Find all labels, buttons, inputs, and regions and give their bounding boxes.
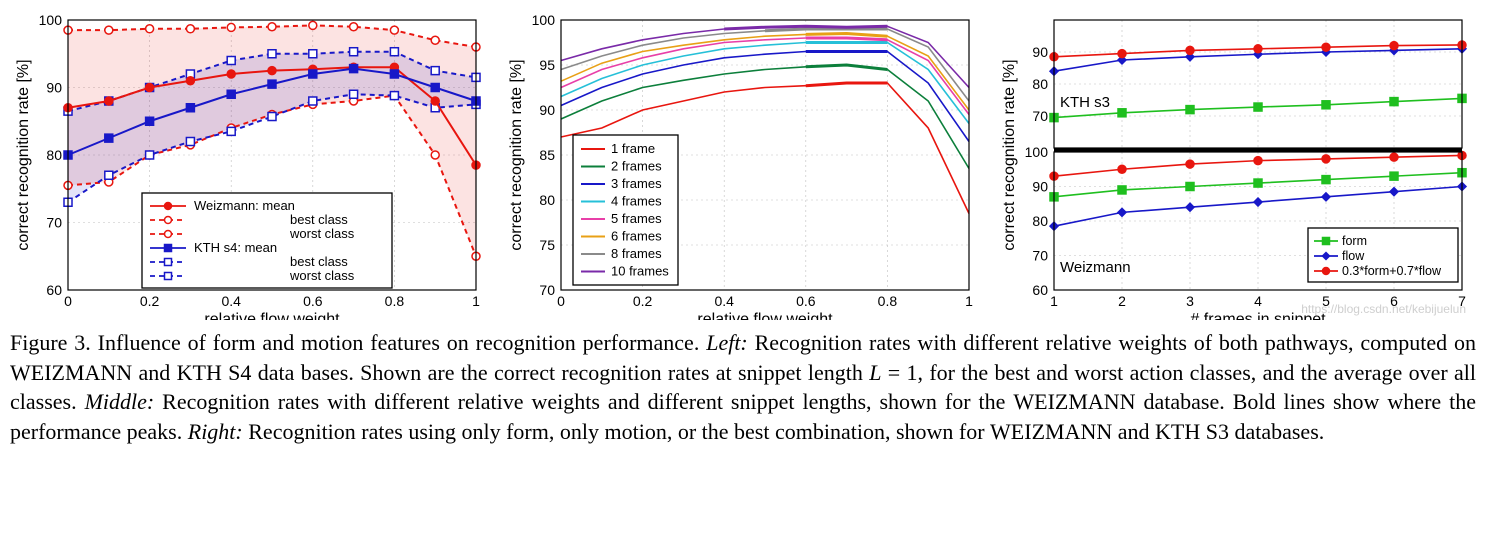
svg-text:correct recognition rate [%]: correct recognition rate [%] <box>15 59 32 250</box>
svg-text:80: 80 <box>1032 213 1048 229</box>
svg-text:relative flow weight: relative flow weight <box>697 311 833 320</box>
svg-text:0.3*form+0.7*flow: 0.3*form+0.7*flow <box>1342 264 1442 278</box>
svg-text:correct recognition rate [%]: correct recognition rate [%] <box>1001 59 1018 250</box>
chart-middle: 0 0.2 0.4 0.6 0.8 1 70 75 80 85 90 95 100 relative fl… <box>503 10 983 320</box>
svg-text:80: 80 <box>46 147 62 163</box>
chart-right: https://blog.csdn.net/kebijuelun 70 80 90 K… <box>996 10 1476 320</box>
svg-text:1: 1 <box>472 293 480 309</box>
svg-text:best class: best class <box>290 212 348 227</box>
svg-text:0.6: 0.6 <box>796 293 816 309</box>
svg-text:Weizmann: Weizmann <box>1060 259 1131 276</box>
svg-text:10 frames: 10 frames <box>611 264 669 279</box>
svg-text:correct recognition rate [%]: correct recognition rate [%] <box>508 59 525 250</box>
svg-text:2 frames: 2 frames <box>611 159 662 174</box>
svg-text:flow: flow <box>1342 249 1365 263</box>
svg-text:KTH s4: mean: KTH s4: mean <box>194 240 277 255</box>
svg-text:70: 70 <box>539 282 555 298</box>
svg-text:70: 70 <box>1032 248 1048 264</box>
svg-text:2: 2 <box>1118 293 1126 309</box>
svg-text:80: 80 <box>1032 76 1048 92</box>
svg-text:0.8: 0.8 <box>878 293 898 309</box>
svg-text:1: 1 <box>1050 293 1058 309</box>
svg-text:85: 85 <box>539 147 555 163</box>
svg-text:1: 1 <box>965 293 973 309</box>
svg-text:0: 0 <box>64 293 72 309</box>
svg-text:worst class: worst class <box>289 268 355 283</box>
svg-text:3 frames: 3 frames <box>611 176 662 191</box>
svg-text:best class: best class <box>290 254 348 269</box>
svg-text:3: 3 <box>1186 293 1194 309</box>
svg-text:100: 100 <box>532 12 556 28</box>
svg-text:0: 0 <box>557 293 565 309</box>
svg-text:75: 75 <box>539 237 555 253</box>
svg-text:70: 70 <box>46 215 62 231</box>
svg-text:60: 60 <box>46 282 62 298</box>
svg-text:80: 80 <box>539 192 555 208</box>
chart-left: 0 0.2 0.4 0.6 0.8 1 60 70 80 90 100 relative flow w… <box>10 10 490 320</box>
svg-text:5 frames: 5 frames <box>611 211 662 226</box>
figure-row: 00.20.40.60.8160708090100relative flow w… <box>10 10 1476 320</box>
figure-label: Figure 3. <box>10 330 91 355</box>
svg-text:Weizmann: mean: Weizmann: mean <box>194 198 295 213</box>
figure-caption: Figure 3. Influence of form and motion f… <box>10 328 1476 447</box>
svg-text:4: 4 <box>1254 293 1262 309</box>
svg-text:6 frames: 6 frames <box>611 229 662 244</box>
svg-text:100: 100 <box>1025 144 1049 160</box>
svg-text:4 frames: 4 frames <box>611 194 662 209</box>
svg-text:0.6: 0.6 <box>303 293 323 309</box>
svg-text:8 frames: 8 frames <box>611 246 662 261</box>
svg-text:worst class: worst class <box>289 226 355 241</box>
svg-text:KTH s3: KTH s3 <box>1060 94 1110 111</box>
svg-text:70: 70 <box>1032 108 1048 124</box>
svg-text:90: 90 <box>46 80 62 96</box>
svg-text:0.4: 0.4 <box>714 293 734 309</box>
svg-text:0.2: 0.2 <box>140 293 160 309</box>
svg-text:0.8: 0.8 <box>385 293 405 309</box>
svg-text:0.2: 0.2 <box>633 293 653 309</box>
svg-text:90: 90 <box>539 102 555 118</box>
svg-text:100: 100 <box>39 12 63 28</box>
svg-text:95: 95 <box>539 57 555 73</box>
watermark: https://blog.csdn.net/kebijuelun <box>1301 302 1466 316</box>
svg-text:0.4: 0.4 <box>221 293 241 309</box>
svg-text:1 frame: 1 frame <box>611 141 655 156</box>
svg-text:90: 90 <box>1032 44 1048 60</box>
svg-text:60: 60 <box>1032 282 1048 298</box>
svg-text:form: form <box>1342 234 1367 248</box>
svg-text:90: 90 <box>1032 179 1048 195</box>
svg-text:relative flow weight: relative flow weight <box>204 311 340 320</box>
